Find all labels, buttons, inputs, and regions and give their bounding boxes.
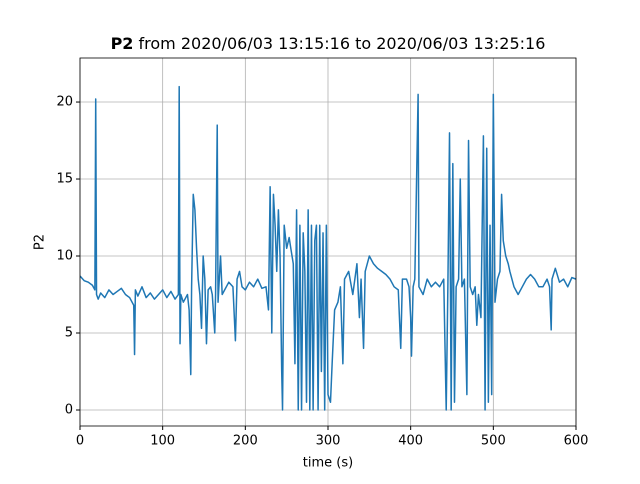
y-tick-label: 10	[56, 249, 73, 264]
x-tick-label: 400	[398, 434, 423, 449]
title-range: from 2020/06/03 13:15:16 to 2020/06/03 1…	[139, 34, 546, 53]
x-tick-label: 200	[233, 434, 258, 449]
y-tick-label: 5	[65, 325, 73, 340]
x-tick-label: 300	[316, 434, 341, 449]
y-tick-label: 20	[56, 95, 73, 110]
x-tick-label: 0	[76, 434, 84, 449]
chart-title: P2 from 2020/06/03 13:15:16 to 2020/06/0…	[111, 34, 546, 53]
data-line	[80, 85, 576, 411]
x-tick-label: 500	[481, 434, 506, 449]
title-name: P2	[111, 34, 134, 53]
y-tick-label: 0	[65, 402, 73, 417]
x-axis-label: time (s)	[303, 456, 353, 471]
plot-frame	[79, 57, 577, 427]
y-tick-label: 15	[56, 172, 73, 187]
x-tick-label: 100	[150, 434, 175, 449]
x-tick-label: 600	[564, 434, 589, 449]
y-axis-label: P2	[33, 234, 48, 250]
